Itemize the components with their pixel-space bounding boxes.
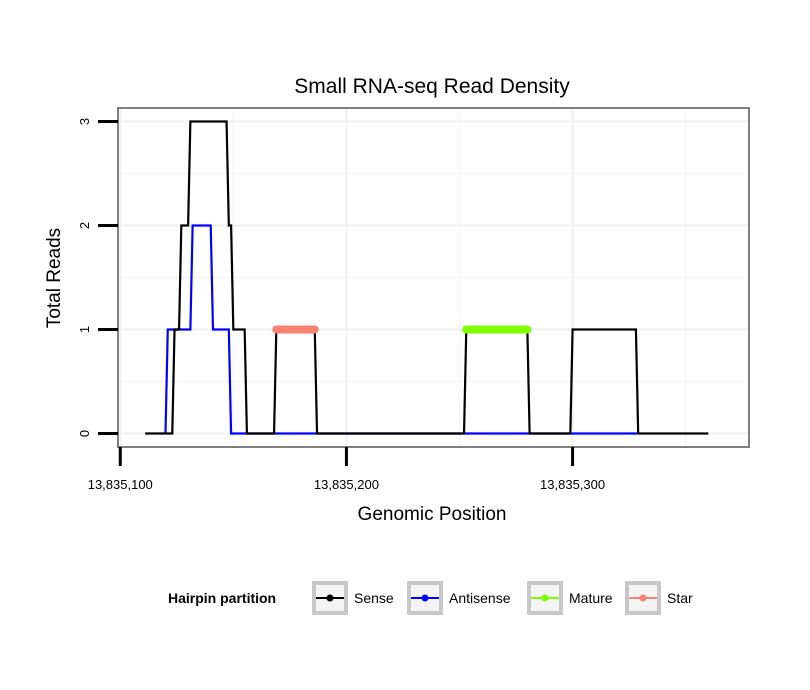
legend-key-point <box>541 594 549 602</box>
plot-border <box>117 107 750 448</box>
legend-item-star: Star <box>625 581 693 615</box>
x-tick-label: 13,835,300 <box>540 477 605 492</box>
legend-label: Antisense <box>449 590 511 606</box>
y-tick-label: 3 <box>77 118 92 125</box>
series-sense-line <box>145 120 709 435</box>
legend-item-mature: Mature <box>527 581 613 615</box>
y-axis-title: Total Reads <box>44 228 65 328</box>
series-antisense-line <box>164 224 639 435</box>
legend-label: Sense <box>354 590 394 606</box>
x-axis-title: Genomic Position <box>358 504 507 525</box>
legend-item-sense: Sense <box>312 581 394 615</box>
legend-label: Mature <box>569 590 613 606</box>
legend-label: Star <box>667 590 693 606</box>
legend-title: Hairpin partition <box>168 590 276 606</box>
x-tick-label: 13,835,200 <box>314 477 379 492</box>
legend: Hairpin partition Sense Antisense Mature St… <box>168 581 693 615</box>
chart-title: Small RNA-seq Read Density <box>294 75 570 98</box>
axes: 0 1 2 3 13,835,100 13,835,200 13,835,300 <box>77 118 605 492</box>
legend-items: Sense Antisense Mature Star <box>312 581 693 615</box>
y-tick-label: 2 <box>77 222 92 229</box>
x-tick-label: 13,835,100 <box>88 477 153 492</box>
y-tick-label: 0 <box>77 430 92 437</box>
legend-key-point <box>639 594 647 602</box>
legend-key-point <box>421 594 429 602</box>
y-tick-label: 1 <box>77 326 92 333</box>
legend-item-antisense: Antisense <box>407 581 511 615</box>
legend-key-point <box>326 594 334 602</box>
series-layer <box>145 120 709 435</box>
